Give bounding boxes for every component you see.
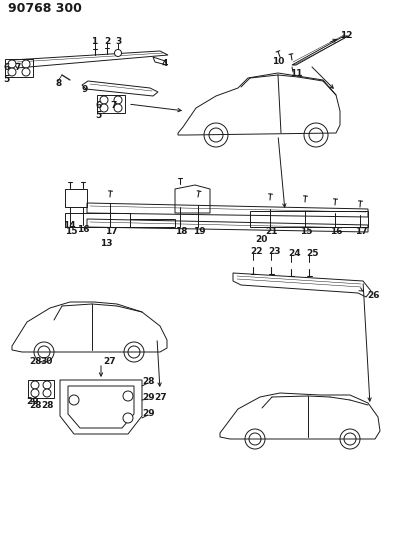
Circle shape <box>22 60 30 68</box>
Text: 14: 14 <box>63 221 76 230</box>
Text: 29: 29 <box>142 393 155 402</box>
Text: 4: 4 <box>162 59 168 68</box>
Text: 13: 13 <box>100 238 113 247</box>
Text: 28: 28 <box>142 377 154 386</box>
Circle shape <box>43 381 51 389</box>
Text: 27: 27 <box>154 393 167 402</box>
Text: 29: 29 <box>142 409 155 418</box>
Text: 16: 16 <box>77 224 90 233</box>
Text: 26: 26 <box>367 290 380 300</box>
Text: 18: 18 <box>175 228 187 237</box>
Text: 5: 5 <box>95 111 101 120</box>
Text: 6: 6 <box>3 63 9 72</box>
Circle shape <box>8 60 16 68</box>
Text: 6: 6 <box>95 101 101 110</box>
Text: 28: 28 <box>29 401 41 410</box>
Text: 11: 11 <box>290 69 302 78</box>
Text: 90768 300: 90768 300 <box>8 3 82 15</box>
Text: 2: 2 <box>104 36 110 45</box>
Circle shape <box>100 104 108 112</box>
Text: 15: 15 <box>65 228 78 237</box>
Circle shape <box>114 104 122 112</box>
Text: 19: 19 <box>193 228 206 237</box>
Text: 16: 16 <box>330 228 343 237</box>
Text: 30: 30 <box>40 357 53 366</box>
Text: 7: 7 <box>110 101 116 110</box>
Circle shape <box>22 68 30 76</box>
Text: 24: 24 <box>288 248 300 257</box>
Text: 15: 15 <box>300 228 312 237</box>
Text: 17: 17 <box>105 228 118 237</box>
Circle shape <box>114 96 122 104</box>
Text: 5: 5 <box>3 76 9 85</box>
Text: 22: 22 <box>250 246 263 255</box>
Circle shape <box>123 391 133 401</box>
Text: 28: 28 <box>41 401 53 410</box>
Text: 8: 8 <box>55 79 61 88</box>
Text: 9: 9 <box>82 85 88 94</box>
Text: 25: 25 <box>306 248 318 257</box>
Text: 1: 1 <box>91 36 97 45</box>
Text: 21: 21 <box>265 228 277 237</box>
Circle shape <box>43 389 51 397</box>
Circle shape <box>31 381 39 389</box>
Circle shape <box>31 389 39 397</box>
Text: 3: 3 <box>115 36 121 45</box>
Circle shape <box>69 395 79 405</box>
Circle shape <box>100 96 108 104</box>
Circle shape <box>8 68 16 76</box>
Text: 28: 28 <box>29 357 41 366</box>
Text: 20: 20 <box>255 236 267 245</box>
Text: 29: 29 <box>26 398 39 407</box>
Text: 7: 7 <box>14 63 20 72</box>
Text: 17: 17 <box>355 228 368 237</box>
Text: 12: 12 <box>340 30 353 39</box>
Circle shape <box>123 413 133 423</box>
Circle shape <box>115 50 121 56</box>
Text: 10: 10 <box>272 56 285 66</box>
Text: 27: 27 <box>103 357 116 366</box>
Text: 23: 23 <box>268 246 281 255</box>
